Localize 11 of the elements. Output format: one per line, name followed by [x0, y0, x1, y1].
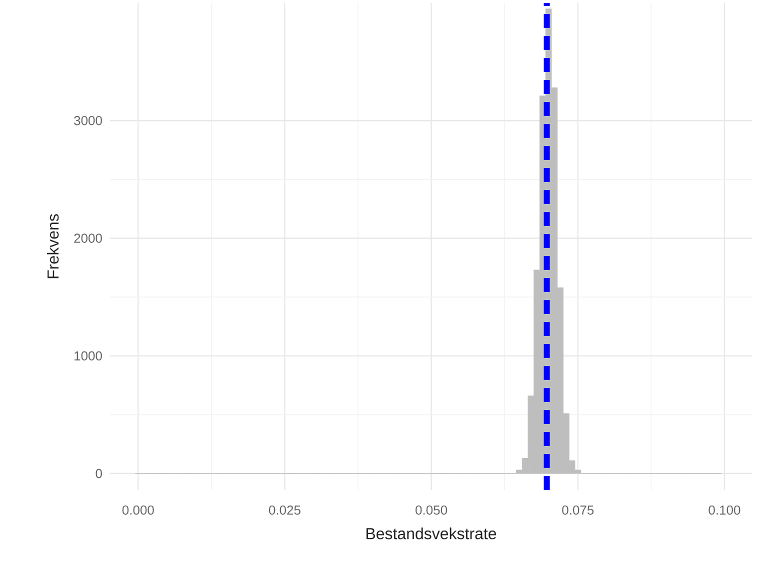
y-tick-label: 0 [96, 468, 102, 478]
y-tick-label: 2000 [74, 234, 102, 243]
y-tick-label: 3000 [74, 116, 102, 126]
x-tick-label: 0.050 [416, 506, 448, 515]
x-tick-label: 0.100 [708, 506, 740, 515]
y-tick-label: 1000 [74, 351, 102, 360]
x-tick-label: 0.025 [268, 506, 300, 515]
x-tick-label: 0.000 [122, 506, 154, 515]
x-tick-label: 0.075 [562, 506, 594, 515]
y-axis-title: Frekvens [46, 214, 59, 278]
x-axis-title: Bestandsvekstrate [366, 528, 496, 540]
